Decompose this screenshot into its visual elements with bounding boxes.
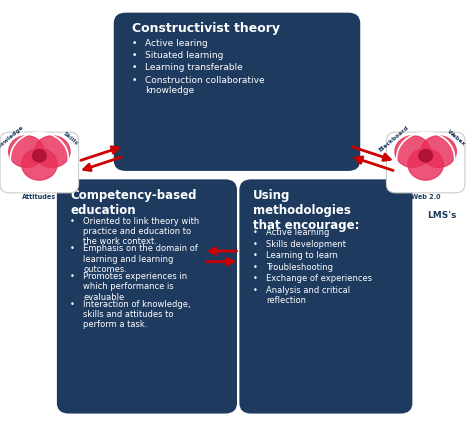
Text: •: • [253,274,257,283]
Circle shape [33,150,46,162]
Text: •: • [132,63,137,73]
Text: Analysis and critical
reflection: Analysis and critical reflection [266,286,350,305]
FancyBboxPatch shape [114,13,360,171]
FancyBboxPatch shape [386,132,465,193]
Text: •: • [70,216,75,226]
Text: Constructivist theory: Constructivist theory [132,22,280,35]
Text: Blackboard: Blackboard [378,124,410,152]
Text: •: • [253,286,257,295]
Text: •: • [70,244,75,253]
Text: •: • [253,228,257,237]
Text: Web 2.0: Web 2.0 [411,194,440,200]
Circle shape [395,136,430,168]
Text: •: • [132,76,137,84]
Text: Learning to learn: Learning to learn [266,251,338,260]
Text: Situated learning: Situated learning [145,51,223,60]
Text: Learning transferable: Learning transferable [145,63,243,73]
Text: •: • [70,272,75,281]
Text: •: • [132,39,137,48]
Text: •: • [70,300,75,308]
FancyBboxPatch shape [0,132,79,193]
Text: Interaction of knowledge,
skills and attitudes to
perform a task.: Interaction of knowledge, skills and att… [83,300,191,330]
Text: Attitudes: Attitudes [22,194,56,200]
Text: Emphasis on the domain of
learning and learning
outcomes.: Emphasis on the domain of learning and l… [83,244,198,274]
Circle shape [408,149,443,180]
Text: Skills: Skills [62,131,79,146]
Text: Knowledge: Knowledge [0,124,24,152]
Text: •: • [253,262,257,271]
Text: •: • [253,251,257,260]
FancyBboxPatch shape [239,179,412,414]
Text: •: • [253,240,257,249]
Text: Webex: Webex [447,130,466,147]
Text: Skills development: Skills development [266,240,346,249]
Circle shape [419,150,432,162]
Text: Promotes experiences in
which performance is
evaluable: Promotes experiences in which performanc… [83,272,188,302]
Text: Active learing: Active learing [145,39,208,48]
Text: Oriented to link theory with
practice and education to
the work context.: Oriented to link theory with practice an… [83,216,200,246]
Text: Using
methodologies
that encourage:: Using methodologies that encourage: [253,189,359,232]
Text: Exchange of experiences: Exchange of experiences [266,274,372,283]
Circle shape [421,136,456,168]
Text: Construction collaborative
knowledge: Construction collaborative knowledge [145,76,264,95]
Text: Troubleshooting: Troubleshooting [266,262,333,271]
Circle shape [35,136,70,168]
Circle shape [9,136,44,168]
Text: Active learning: Active learning [266,228,329,237]
Text: Competency-based
education: Competency-based education [70,189,197,216]
Circle shape [22,149,57,180]
Text: LMS's: LMS's [428,211,457,220]
Text: •: • [132,51,137,60]
FancyBboxPatch shape [57,179,237,414]
